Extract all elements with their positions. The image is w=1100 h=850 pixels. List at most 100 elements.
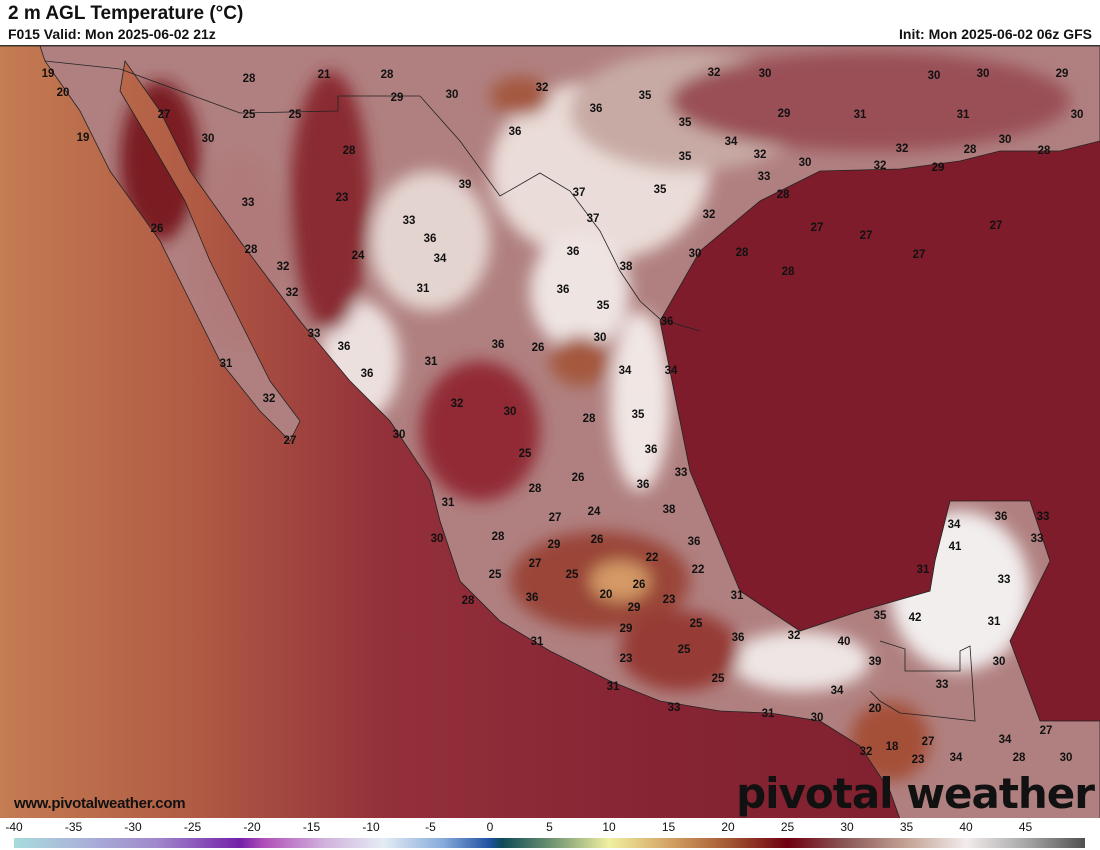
temperature-label: 32 — [286, 287, 299, 299]
colorbar-tick-label: 40 — [959, 820, 973, 834]
temperature-label: 26 — [591, 534, 604, 546]
temperature-label: 23 — [620, 653, 633, 665]
temperature-label: 30 — [1071, 109, 1084, 121]
temperature-label: 30 — [504, 406, 517, 418]
temperature-label: 29 — [628, 602, 641, 614]
temperature-label: 19 — [42, 68, 55, 80]
temperature-label: 20 — [57, 87, 70, 99]
temperature-label: 33 — [403, 215, 416, 227]
temperature-label: 35 — [679, 117, 692, 129]
temperature-label: 28 — [583, 413, 596, 425]
header: 2 m AGL Temperature (°C) F015 Valid: Mon… — [0, 0, 1100, 45]
colorbar-gradient — [14, 838, 1085, 848]
temperature-label: 36 — [567, 246, 580, 258]
temperature-label: 35 — [874, 610, 887, 622]
temperature-label: 31 — [442, 497, 455, 509]
temperature-label: 21 — [318, 69, 331, 81]
temperature-label: 26 — [151, 223, 164, 235]
temperature-label: 27 — [913, 249, 926, 261]
colorbar-tick-label: 10 — [602, 820, 616, 834]
temperature-label: 32 — [703, 209, 716, 221]
temperature-label: 31 — [417, 283, 430, 295]
temperature-label: 20 — [600, 589, 613, 601]
temperature-label: 25 — [243, 109, 256, 121]
temperature-label: 37 — [573, 187, 586, 199]
temperature-label: 25 — [690, 618, 703, 630]
temperature-label: 27 — [1040, 725, 1053, 737]
temperature-label: 33 — [668, 702, 681, 714]
colorbar-tick-label: -35 — [64, 820, 83, 834]
temperature-label: 32 — [263, 393, 276, 405]
colorbar-tick-label: 35 — [899, 820, 914, 834]
temperature-label: 30 — [202, 133, 215, 145]
website-url[interactable]: www.pivotalweather.com — [14, 795, 186, 812]
temperature-label: 29 — [548, 539, 561, 551]
colorbar-tick-label: -15 — [302, 820, 321, 834]
temperature-label: 28 — [1013, 752, 1026, 764]
temperature-label: 23 — [336, 192, 349, 204]
temperature-label: 28 — [381, 69, 394, 81]
temperature-label: 33 — [1031, 533, 1044, 545]
temperature-label: 33 — [242, 197, 255, 209]
temperature-label: 33 — [308, 328, 321, 340]
temperature-label: 34 — [619, 365, 632, 377]
colorbar-tick-label: -30 — [124, 820, 142, 834]
temperature-label: 22 — [692, 564, 705, 576]
valid-time: F015 Valid: Mon 2025-06-02 21z — [8, 26, 216, 42]
colorbar-tick-label: 25 — [780, 820, 795, 834]
temperature-label: 30 — [759, 68, 772, 80]
temperature-label: 33 — [998, 574, 1011, 586]
coastline — [0, 46, 1100, 819]
temperature-label: 22 — [646, 552, 659, 564]
temperature-label: 31 — [988, 616, 1001, 628]
temperature-label: 30 — [993, 656, 1006, 668]
temperature-label: 41 — [949, 541, 962, 553]
colorbar-tick-label: 5 — [546, 820, 553, 834]
temperature-label: 23 — [663, 594, 676, 606]
colorbar-tick-label: -5 — [425, 820, 436, 834]
borders — [0, 46, 1100, 819]
temperature-label: 30 — [1060, 752, 1073, 764]
temperature-label: 36 — [338, 341, 351, 353]
temperature-label: 28 — [243, 73, 256, 85]
temperature-label: 26 — [572, 472, 585, 484]
init-time: Init: Mon 2025-06-02 06z GFS — [899, 26, 1092, 42]
temperature-label: 35 — [639, 90, 652, 102]
temperature-label: 36 — [509, 126, 522, 138]
temperature-label: 34 — [434, 253, 447, 265]
temperature-label: 40 — [838, 636, 851, 648]
temperature-label: 36 — [661, 316, 674, 328]
temperature-label: 35 — [679, 151, 692, 163]
gulf-of-mexico — [660, 141, 1100, 721]
temperature-label: 34 — [665, 365, 678, 377]
temperature-label: 34 — [999, 734, 1012, 746]
temperature-label: 34 — [725, 136, 738, 148]
temperature-label: 39 — [869, 656, 882, 668]
temperature-label: 29 — [778, 108, 791, 120]
pivotal-weather-logo: pivotal weather — [736, 769, 1095, 818]
temperature-label: 28 — [462, 595, 475, 607]
temperature-label: 37 — [587, 213, 600, 225]
map-title: 2 m AGL Temperature (°C) — [8, 3, 244, 24]
temperature-label: 38 — [663, 504, 676, 516]
temperature-label: 32 — [451, 398, 464, 410]
temperature-label: 27 — [284, 435, 297, 447]
temperature-label: 31 — [425, 356, 438, 368]
temperature-label: 36 — [361, 368, 374, 380]
temperature-label: 30 — [431, 533, 444, 545]
temperature-label: 24 — [588, 506, 601, 518]
temperature-label: 39 — [459, 179, 472, 191]
colorbar: -40 -35 -30 -25 -20 -15 -10 -5 0 5 10 15 20 25 30 35 40 4… — [0, 818, 1100, 850]
temperature-label: 33 — [758, 171, 771, 183]
temperature-label: 31 — [854, 109, 867, 121]
temperature-label: 36 — [526, 592, 539, 604]
temperature-label: 25 — [519, 448, 532, 460]
temperature-label: 30 — [928, 70, 941, 82]
temperature-label: 29 — [620, 623, 633, 635]
guatemala-border — [869, 640, 976, 722]
temperature-label: 36 — [590, 103, 603, 115]
temperature-label: 28 — [782, 266, 795, 278]
temperature-label: 18 — [886, 741, 899, 753]
temperature-label: 33 — [936, 679, 949, 691]
